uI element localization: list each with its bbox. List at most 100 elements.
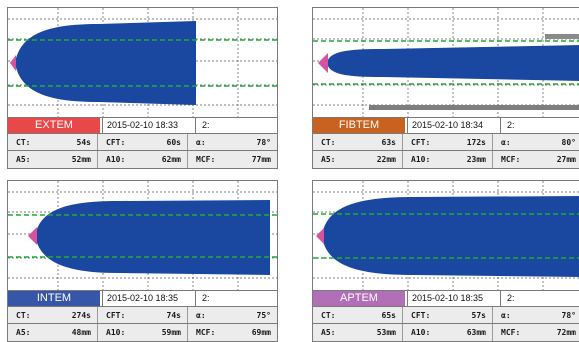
a10-value: 62mm bbox=[162, 155, 181, 164]
intem-trace-plot bbox=[8, 181, 277, 290]
fibtem-clot-start-marker bbox=[318, 53, 328, 73]
alpha-value: 78° bbox=[257, 138, 271, 147]
intem-temogram bbox=[8, 181, 277, 290]
extem-panel: EXTEM 2015-02-10 18:33 2: CT: 54s CFT: 60s… bbox=[7, 7, 278, 169]
mcf-label: MCF: bbox=[196, 155, 215, 164]
aptem-trace-plot bbox=[313, 181, 579, 290]
aptem-header: APTEM 2015-02-10 18:35 2: bbox=[313, 290, 579, 307]
alpha-cell: α: 80° bbox=[493, 134, 579, 150]
alpha-cell: α: 78° bbox=[188, 134, 277, 150]
result-row-2: A5: 53mm A10: 63mm MCF: 72mm bbox=[313, 324, 579, 341]
cft-cell: CFT: 74s bbox=[98, 307, 188, 323]
artifact-strip-bottom bbox=[369, 105, 579, 110]
extem-header: EXTEM 2015-02-10 18:33 2: bbox=[8, 117, 277, 134]
a10-value: 59mm bbox=[162, 328, 181, 337]
mcf-cell: MCF: 77mm bbox=[188, 151, 277, 168]
a5-value: 53mm bbox=[377, 328, 396, 337]
test-label-fibtem: FIBTEM bbox=[313, 118, 405, 133]
a5-cell: A5: 22mm bbox=[313, 151, 403, 168]
cft-value: 74s bbox=[167, 311, 181, 320]
ct-cell: CT: 63s bbox=[313, 134, 403, 150]
artifact-strip-top bbox=[545, 34, 579, 39]
mcf-cell: MCF: 72mm bbox=[493, 324, 579, 341]
extem-clot-start-marker bbox=[10, 55, 16, 71]
alpha-value: 78° bbox=[562, 311, 576, 320]
result-row-2: A5: 52mm A10: 62mm MCF: 77mm bbox=[8, 151, 277, 168]
fibtem-header: FIBTEM 2015-02-10 18:34 2: bbox=[313, 117, 579, 134]
test-label-intem: INTEM bbox=[8, 291, 100, 306]
intem-clot-start-marker bbox=[28, 227, 37, 245]
a10-label: A10: bbox=[411, 155, 430, 164]
alpha-value: 75° bbox=[257, 311, 271, 320]
test-timestamp: 2015-02-10 18:34 bbox=[407, 118, 501, 133]
aptem-clot-start-marker bbox=[316, 228, 324, 244]
mcf-cell: MCF: 27mm bbox=[493, 151, 579, 168]
cft-label: CFT: bbox=[411, 311, 430, 320]
result-row-1: CT: 274s CFT: 74s α: 75° bbox=[8, 307, 277, 324]
aptem-panel: APTEM 2015-02-10 18:35 2: CT: 65s CFT: 57s… bbox=[312, 180, 579, 342]
a10-cell: A10: 59mm bbox=[98, 324, 188, 341]
ct-cell: CT: 274s bbox=[8, 307, 98, 323]
result-row-1: CT: 65s CFT: 57s α: 78° bbox=[313, 307, 579, 324]
mcf-label: MCF: bbox=[196, 328, 215, 337]
cft-label: CFT: bbox=[106, 138, 125, 147]
cft-cell: CFT: 57s bbox=[403, 307, 493, 323]
channel-slot: 2: bbox=[504, 118, 579, 133]
cft-value: 60s bbox=[167, 138, 181, 147]
mcf-label: MCF: bbox=[501, 155, 520, 164]
channel-slot: 2: bbox=[199, 291, 277, 306]
alpha-cell: α: 75° bbox=[188, 307, 277, 323]
mcf-value: 72mm bbox=[557, 328, 576, 337]
a10-cell: A10: 23mm bbox=[403, 151, 493, 168]
ct-label: CT: bbox=[321, 138, 335, 147]
channel-slot: 2: bbox=[199, 118, 277, 133]
test-timestamp: 2015-02-10 18:35 bbox=[407, 291, 501, 306]
a10-label: A10: bbox=[106, 328, 125, 337]
test-timestamp: 2015-02-10 18:33 bbox=[102, 118, 196, 133]
result-row-2: A5: 48mm A10: 59mm MCF: 69mm bbox=[8, 324, 277, 341]
ct-label: CT: bbox=[16, 311, 30, 320]
a10-value: 63mm bbox=[467, 328, 486, 337]
ct-cell: CT: 54s bbox=[8, 134, 98, 150]
extem-temogram bbox=[8, 8, 277, 117]
a5-label: A5: bbox=[16, 155, 30, 164]
ct-label: CT: bbox=[16, 138, 30, 147]
cft-value: 172s bbox=[467, 138, 486, 147]
aptem-clot-trace bbox=[322, 196, 579, 277]
ct-label: CT: bbox=[321, 311, 335, 320]
cft-label: CFT: bbox=[411, 138, 430, 147]
aptem-temogram bbox=[313, 181, 579, 290]
intem-panel: INTEM 2015-02-10 18:35 2: CT: 274s CFT: 74… bbox=[7, 180, 278, 342]
mcf-label: MCF: bbox=[501, 328, 520, 337]
a5-value: 52mm bbox=[72, 155, 91, 164]
intem-header: INTEM 2015-02-10 18:35 2: bbox=[8, 290, 277, 307]
test-label-extem: EXTEM bbox=[8, 118, 100, 133]
fibtem-panel: FIBTEM 2015-02-10 18:34 2: CT: 63s CFT: 17… bbox=[312, 7, 579, 169]
alpha-label: α: bbox=[196, 138, 206, 147]
alpha-value: 80° bbox=[562, 138, 576, 147]
cft-value: 57s bbox=[472, 311, 486, 320]
ct-value: 63s bbox=[382, 138, 396, 147]
fibtem-temogram bbox=[313, 8, 579, 117]
extem-trace-plot bbox=[8, 8, 277, 117]
ct-value: 65s bbox=[382, 311, 396, 320]
alpha-label: α: bbox=[196, 311, 206, 320]
a10-label: A10: bbox=[411, 328, 430, 337]
a10-value: 23mm bbox=[467, 155, 486, 164]
a5-cell: A5: 53mm bbox=[313, 324, 403, 341]
ct-value: 54s bbox=[77, 138, 91, 147]
test-label-aptem: APTEM bbox=[313, 291, 405, 306]
cft-cell: CFT: 172s bbox=[403, 134, 493, 150]
a10-cell: A10: 63mm bbox=[403, 324, 493, 341]
result-row-2: A5: 22mm A10: 23mm MCF: 27mm bbox=[313, 151, 579, 168]
extem-clot-trace bbox=[15, 21, 196, 105]
alpha-label: α: bbox=[501, 138, 511, 147]
a5-label: A5: bbox=[321, 155, 335, 164]
mcf-value: 27mm bbox=[557, 155, 576, 164]
result-row-1: CT: 54s CFT: 60s α: 78° bbox=[8, 134, 277, 151]
a5-cell: A5: 52mm bbox=[8, 151, 98, 168]
a10-label: A10: bbox=[106, 155, 125, 164]
a10-cell: A10: 62mm bbox=[98, 151, 188, 168]
mcf-cell: MCF: 69mm bbox=[188, 324, 277, 341]
channel-slot: 2: bbox=[504, 291, 579, 306]
